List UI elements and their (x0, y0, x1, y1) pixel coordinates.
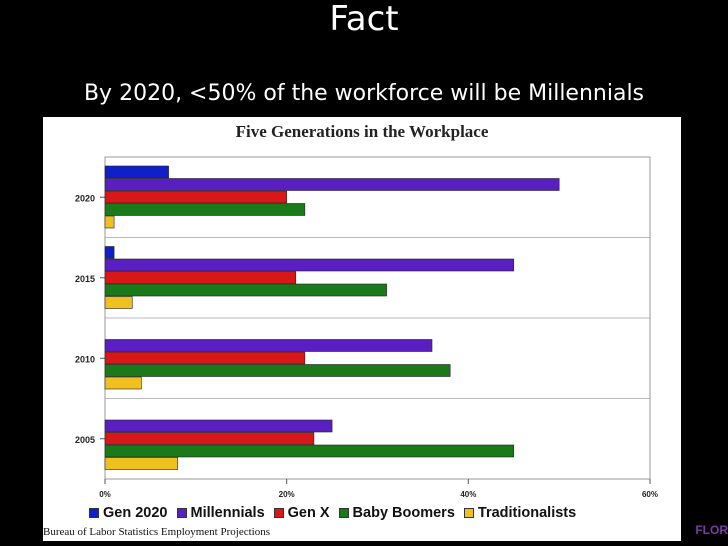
chart-source-note: Bureau of Labor Statistics Employment Pr… (43, 526, 270, 538)
legend-label-traditionalists: Traditionalists (477, 505, 577, 521)
legend-swatch-traditionalists (463, 508, 474, 518)
bar-traditionalists-2020 (104, 215, 115, 229)
legend-label-millennials: Millennials (190, 505, 265, 521)
y-tick-label: 2010 (75, 354, 95, 364)
legend-item-traditionalists: Traditionalists (463, 505, 577, 521)
bar-millennials-2015 (104, 258, 515, 272)
x-tick-label: 0% (99, 490, 111, 499)
bar-baby-boomers-2005 (104, 444, 515, 458)
bar-baby-boomers-2010 (104, 364, 451, 377)
legend-label-gen-2020: Gen 2020 (103, 505, 168, 521)
bar-gen-2020-2020 (104, 165, 169, 179)
bar-millennials-2020 (104, 178, 560, 191)
legend-swatch-gen-x (273, 508, 284, 518)
chart-panel: Five Generations in the Workplace 2020 20… (43, 117, 681, 541)
bar-traditionalists-2010 (104, 376, 142, 390)
bar-gen-x-2010 (104, 351, 306, 365)
bar-gen-2020-2015 (104, 246, 115, 259)
bar-chart: 2020 2015 2010 2005 0% 20% 40% 60% (75, 156, 658, 499)
legend-item-millennials: Millennials (176, 505, 265, 521)
chart-legend: Gen 2020 Millennials Gen X Baby Boomers … (89, 505, 576, 521)
corner-logo-text: FLOR (695, 523, 728, 537)
bar-baby-boomers-2020 (104, 203, 306, 216)
legend-swatch-millennials (176, 508, 187, 518)
legend-item-baby-boomers: Baby Boomers (338, 505, 455, 521)
y-tick-label: 2015 (75, 274, 95, 284)
bar-millennials-2005 (104, 419, 333, 433)
legend-swatch-gen-2020 (89, 508, 99, 518)
x-tick-label: 40% (460, 490, 476, 499)
bar-traditionalists-2015 (104, 296, 133, 309)
bar-baby-boomers-2015 (104, 283, 387, 297)
chart-title: Five Generations in the Workplace (235, 122, 489, 141)
bar-gen-x-2020 (104, 190, 287, 204)
legend-swatch-baby-boomers (338, 508, 349, 518)
x-tick-label: 20% (279, 490, 295, 499)
x-tick-label: 60% (642, 490, 658, 499)
slide-title: Fact (329, 0, 399, 39)
legend-label-baby-boomers: Baby Boomers (352, 505, 455, 521)
y-tick-label: 2005 (75, 435, 95, 445)
legend-item-gen-2020: Gen 2020 (89, 505, 168, 521)
bar-millennials-2010 (104, 339, 433, 352)
bar-gen-x-2015 (104, 271, 297, 284)
plot-frame (104, 156, 651, 480)
legend-label-gen-x: Gen X (287, 505, 330, 521)
y-tick-label: 2020 (75, 193, 95, 203)
legend-item-gen-x: Gen X (273, 505, 330, 521)
slide-subtitle: By 2020, <50% of the workforce will be M… (83, 81, 645, 106)
bar-traditionalists-2005 (104, 457, 178, 470)
bar-gen-x-2005 (104, 432, 315, 445)
